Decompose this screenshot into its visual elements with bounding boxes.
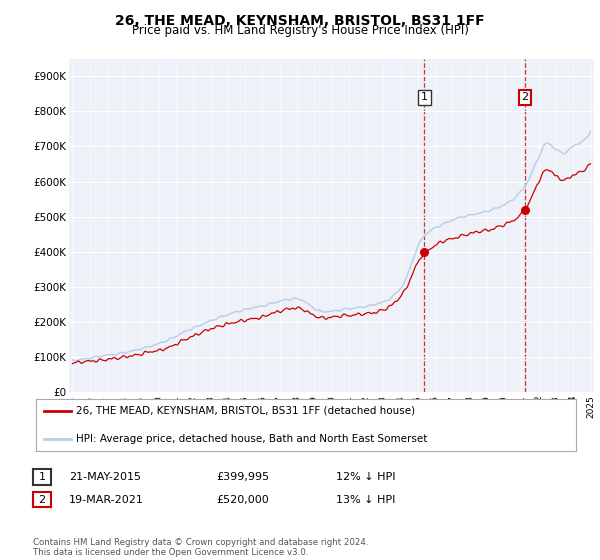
Text: HPI: Average price, detached house, Bath and North East Somerset: HPI: Average price, detached house, Bath… bbox=[77, 435, 428, 445]
Text: £399,995: £399,995 bbox=[216, 472, 269, 482]
Text: £520,000: £520,000 bbox=[216, 494, 269, 505]
Text: 13% ↓ HPI: 13% ↓ HPI bbox=[336, 494, 395, 505]
Text: 21-MAY-2015: 21-MAY-2015 bbox=[69, 472, 141, 482]
Text: 19-MAR-2021: 19-MAR-2021 bbox=[69, 494, 144, 505]
Text: 1: 1 bbox=[421, 92, 428, 102]
Text: 2: 2 bbox=[38, 494, 46, 505]
Text: 26, THE MEAD, KEYNSHAM, BRISTOL, BS31 1FF (detached house): 26, THE MEAD, KEYNSHAM, BRISTOL, BS31 1F… bbox=[77, 405, 416, 416]
Text: 1: 1 bbox=[38, 472, 46, 482]
Text: Price paid vs. HM Land Registry's House Price Index (HPI): Price paid vs. HM Land Registry's House … bbox=[131, 24, 469, 37]
Text: Contains HM Land Registry data © Crown copyright and database right 2024.
This d: Contains HM Land Registry data © Crown c… bbox=[33, 538, 368, 557]
Text: 12% ↓ HPI: 12% ↓ HPI bbox=[336, 472, 395, 482]
Text: 26, THE MEAD, KEYNSHAM, BRISTOL, BS31 1FF: 26, THE MEAD, KEYNSHAM, BRISTOL, BS31 1F… bbox=[115, 14, 485, 28]
Text: 2: 2 bbox=[521, 92, 529, 102]
